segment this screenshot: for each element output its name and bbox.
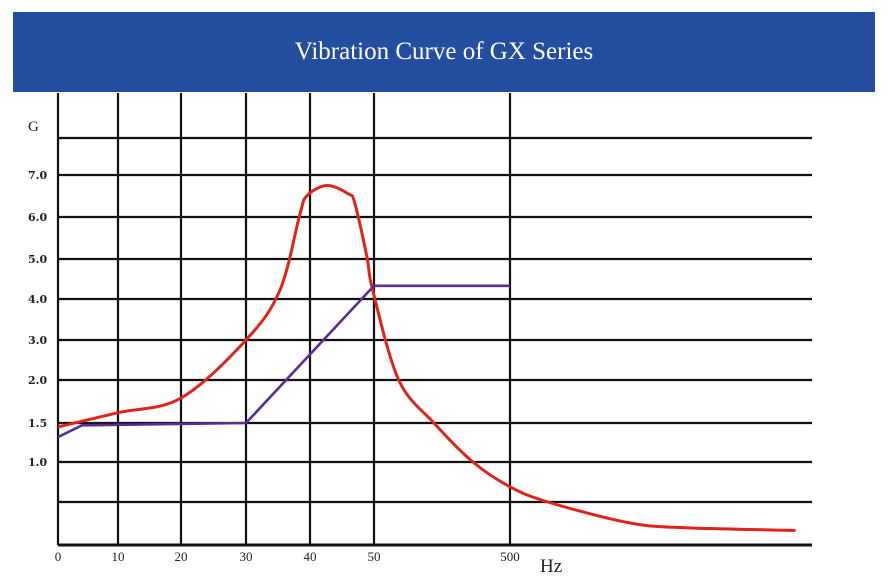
y-tick-label: 3.0 bbox=[28, 334, 47, 347]
x-tick-label: 0 bbox=[55, 549, 62, 564]
x-axis-label: Hz bbox=[540, 556, 562, 577]
x-tick-label: 10 bbox=[112, 549, 125, 564]
y-axis-label: G bbox=[28, 119, 39, 135]
x-tick-label: 20 bbox=[175, 549, 188, 564]
y-tick-label: 7.0 bbox=[28, 169, 47, 182]
y-tick-label: 4.0 bbox=[28, 293, 47, 306]
y-tick-label: 1.0 bbox=[28, 456, 47, 469]
series-line-red bbox=[57, 184, 796, 532]
y-tick-label: 1.5 bbox=[28, 417, 47, 430]
chart-title-banner: Vibration Curve of GX Series bbox=[13, 12, 875, 92]
series-layer bbox=[57, 184, 796, 532]
y-tick-label: 2.0 bbox=[28, 374, 47, 387]
x-tick-label: 500 bbox=[500, 549, 520, 564]
chart-title: Vibration Curve of GX Series bbox=[294, 38, 594, 65]
y-tick-label: 6.0 bbox=[28, 211, 47, 224]
x-tick-label: 30 bbox=[240, 549, 253, 564]
x-tick-label: 50 bbox=[368, 549, 381, 564]
grid bbox=[56, 93, 812, 547]
series-line-purple bbox=[57, 284, 510, 439]
y-tick-label: 5.0 bbox=[28, 253, 47, 266]
labels-layer: 7.0 6.0 5.0 4.0 3.0 2.0 1.5 1.0 0 10 20 30 40 50 500 G H… bbox=[28, 119, 562, 577]
x-tick-label: 40 bbox=[304, 549, 317, 564]
